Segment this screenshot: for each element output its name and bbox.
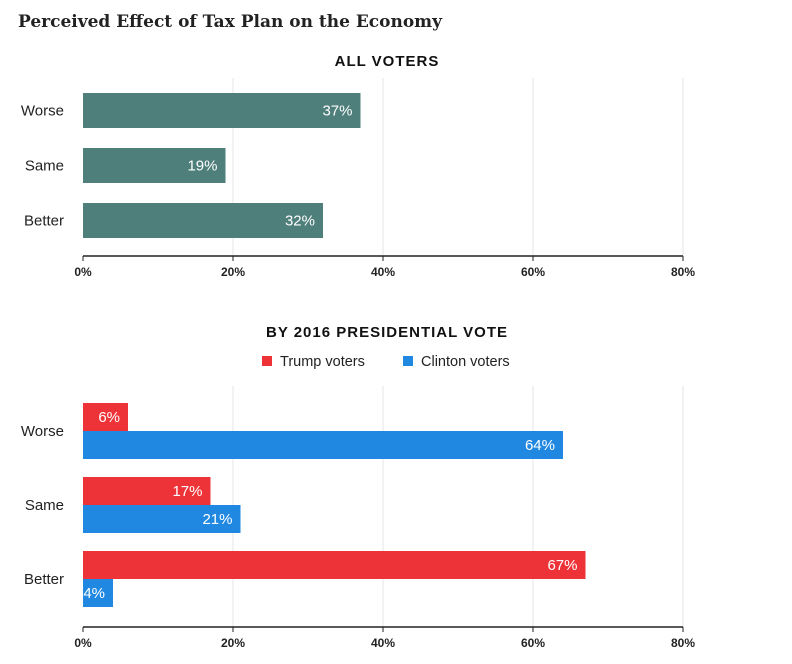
chart2-data-label: 21%	[202, 511, 232, 528]
chart1-bar	[83, 203, 323, 238]
chart1-title: ALL VOTERS	[335, 53, 440, 70]
chart1-bar	[83, 148, 226, 183]
chart1-tick-label: 20%	[221, 265, 245, 279]
chart2-data-label: 17%	[172, 483, 202, 500]
chart2-bar-trump	[83, 551, 586, 579]
chart2-tick-label: 60%	[521, 636, 545, 650]
chart1-tick-label: 0%	[74, 265, 92, 279]
chart1-bar	[83, 93, 361, 128]
page-title: Perceived Effect of Tax Plan on the Econ…	[18, 12, 443, 32]
chart2-data-label: 64%	[525, 437, 555, 454]
chart1-data-label: 32%	[285, 213, 315, 230]
chart2-title: BY 2016 PRESIDENTIAL VOTE	[266, 324, 508, 341]
chart2-category-label: Better	[24, 571, 64, 588]
chart2-bar-clinton	[83, 579, 113, 607]
chart1-tick-label: 80%	[671, 265, 695, 279]
chart2-data-label: 6%	[98, 409, 120, 426]
chart2-legend: Trump voters Clinton voters	[262, 354, 510, 370]
chart1-category-label: Same	[25, 158, 64, 175]
chart1-data-label: 37%	[322, 103, 352, 120]
legend-label-clinton: Clinton voters	[421, 354, 510, 370]
chart1-category-label: Worse	[21, 103, 64, 120]
chart2-tick-label: 80%	[671, 636, 695, 650]
chart2-category-label: Worse	[21, 423, 64, 440]
chart2-data-label: 4%	[83, 585, 105, 602]
chart1-tick-label: 60%	[521, 265, 545, 279]
chart1-data-label: 19%	[187, 158, 217, 175]
legend-swatch-trump	[262, 356, 272, 366]
chart2-bar-trump	[83, 403, 128, 431]
chart2-bar-clinton	[83, 505, 241, 533]
chart1-category-label: Better	[24, 213, 64, 230]
chart1-tick-label: 40%	[371, 265, 395, 279]
chart2-bar-trump	[83, 477, 211, 505]
legend-label-trump: Trump voters	[280, 354, 365, 370]
chart2-tick-label: 0%	[74, 636, 92, 650]
chart2-category-label: Same	[25, 497, 64, 514]
chart2-bar-clinton	[83, 431, 563, 459]
chart2-tick-label: 20%	[221, 636, 245, 650]
chart2-tick-label: 40%	[371, 636, 395, 650]
chart2-data-label: 67%	[547, 557, 577, 574]
legend-swatch-clinton	[403, 356, 413, 366]
